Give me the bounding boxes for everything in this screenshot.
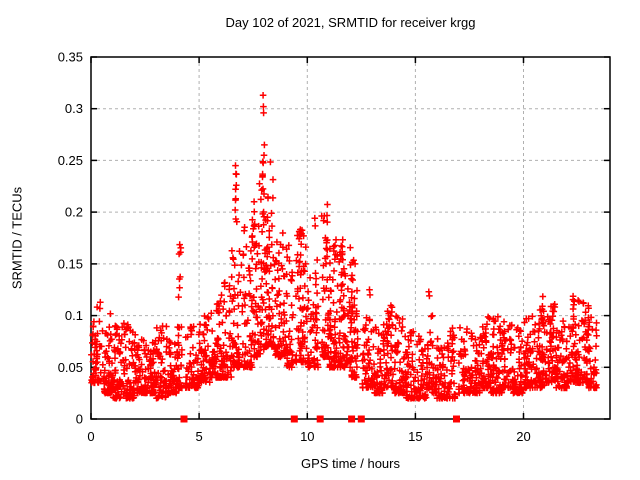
x-tick-label: 15 [408, 429, 422, 444]
y-tick-label: 0.1 [65, 308, 83, 323]
axis-ticks [90, 56, 610, 420]
x-tick-label: 10 [300, 429, 314, 444]
baseline-square-marker [348, 415, 356, 423]
baseline-square-marker [316, 415, 324, 423]
x-axis-label: GPS time / hours [301, 456, 400, 471]
y-tick-label: 0.2 [65, 205, 83, 220]
y-tick-label: 0.35 [58, 50, 83, 65]
scatter-points [88, 92, 600, 402]
y-tick-label: 0.25 [58, 153, 83, 168]
y-tick-labels: 0 0.05 0.1 0.15 0.2 0.25 0.3 0.35 [58, 50, 83, 427]
x-tick-label: 0 [87, 429, 94, 444]
baseline-square-marker [357, 415, 365, 423]
baseline-square-marker [453, 415, 460, 423]
x-tick-label: 5 [195, 429, 202, 444]
baseline-square-marker [180, 415, 188, 423]
y-tick-label: 0.15 [58, 256, 83, 271]
chart-title: Day 102 of 2021, SRMTID for receiver krg… [225, 15, 476, 30]
baseline-gap-markers [180, 415, 460, 423]
x-tick-labels: 0 5 10 15 20 [87, 429, 530, 444]
y-tick-label: 0.3 [65, 101, 83, 116]
y-tick-label: 0 [76, 412, 83, 427]
x-tick-label: 20 [516, 429, 530, 444]
baseline-square-marker [290, 415, 298, 423]
y-tick-label: 0.05 [58, 360, 83, 375]
